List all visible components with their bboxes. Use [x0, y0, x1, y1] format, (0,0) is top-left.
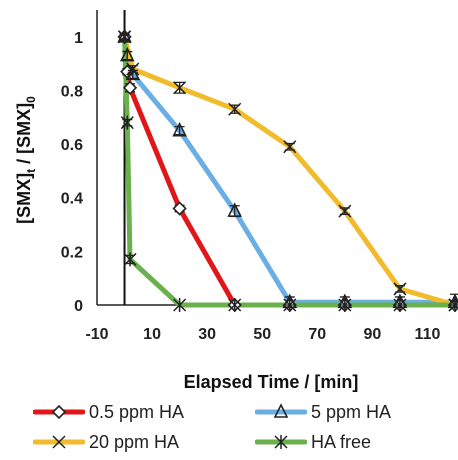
data-point [125, 65, 141, 81]
legend-swatch [33, 435, 85, 449]
data-point [123, 252, 137, 267]
y-tick-label: 1 [74, 30, 83, 47]
y-tick-label: 0 [74, 298, 83, 315]
y-tick-label: 0.6 [61, 137, 83, 154]
data-point [119, 46, 135, 62]
series-line-4 [122, 34, 458, 308]
y-axis-title: [SMX]t / [SMX]0 [14, 96, 38, 224]
data-point [448, 298, 458, 312]
data-point [118, 29, 132, 44]
legend-marker [51, 404, 67, 420]
x-tick-label: 50 [253, 326, 271, 343]
legend-item: 0.5 ppm HA [33, 400, 184, 424]
data-point [283, 140, 297, 154]
y-tick-label: 0.8 [61, 83, 83, 100]
legend-label: HA free [311, 431, 372, 452]
legend-item: 5 ppm HA [255, 400, 391, 424]
data-point [227, 202, 242, 217]
data-point [283, 298, 297, 312]
series-markers-2 [117, 28, 458, 309]
chart: 0 0.2 0.4 0.6 0.8 1 -10 10 30 50 70 90 110 Elapsed T… [14, 10, 458, 392]
error-bar [174, 126, 185, 136]
legend-swatch [255, 435, 307, 449]
legend-swatch [255, 403, 307, 418]
x-tick-label: -10 [85, 326, 108, 343]
legend-marker [274, 435, 288, 449]
data-point [173, 298, 187, 312]
legend-item: 20 ppm HA [33, 430, 179, 454]
y-axis-title-subscript: t [24, 169, 38, 173]
data-point [228, 298, 242, 312]
data-point [338, 204, 352, 218]
data-point [126, 62, 140, 76]
data-point [228, 102, 242, 116]
data-point [172, 201, 187, 216]
series-line-1 [122, 34, 458, 308]
legend-item: HA free [255, 430, 371, 454]
y-axis-title-part: / [SMX] [14, 103, 34, 169]
marker-layer [117, 28, 458, 313]
x-tick-label: 10 [143, 326, 161, 343]
data-point [338, 298, 352, 312]
y-axis-title-part: [SMX] [14, 173, 34, 224]
x-tick-label: 30 [198, 326, 216, 343]
series-line-3 [122, 34, 458, 308]
legend-label: 0.5 ppm HA [89, 401, 185, 422]
data-point [122, 80, 138, 95]
error-bar [122, 50, 133, 61]
x-tick-label: 110 [415, 326, 441, 343]
y-tick-label: 0.2 [61, 244, 83, 261]
legend: 0.5 ppm HA 5 ppm HA 20 ppm HA HA free [0, 398, 458, 458]
legend-label: 5 ppm HA [311, 401, 392, 422]
series-markers-4 [118, 29, 458, 312]
series-markers-3 [118, 30, 458, 312]
data-point [393, 282, 407, 296]
legend-swatch [33, 404, 85, 420]
series-markers-1 [117, 29, 458, 313]
y-tick-label: 0.4 [61, 191, 83, 208]
legend-label: 20 ppm HA [89, 431, 180, 452]
legend-marker [52, 435, 66, 449]
data-point [120, 115, 134, 130]
data-point [393, 298, 407, 312]
series-line-2 [122, 34, 458, 305]
x-axis-title: Elapsed Time / [min] [184, 372, 359, 392]
data-point [172, 121, 187, 137]
x-tick-label: 90 [363, 326, 381, 343]
series-layer [122, 34, 458, 308]
y-axis-title-subscript: 0 [24, 96, 38, 103]
legend-marker [273, 403, 289, 418]
data-point [173, 81, 187, 95]
x-tick-label: 70 [308, 326, 326, 343]
tick-labels: 0 0.2 0.4 0.6 0.8 1 -10 10 30 50 70 90 110 [61, 30, 441, 343]
plot-area [96, 10, 455, 306]
